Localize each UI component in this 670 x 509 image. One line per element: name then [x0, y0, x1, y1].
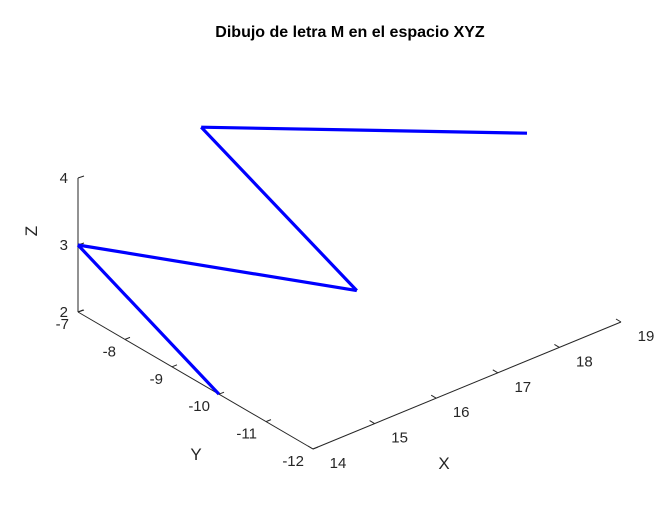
x-tick-mark: [492, 369, 499, 374]
series-segment: [200, 126, 358, 292]
y-tick-label: -7: [56, 316, 69, 333]
x-tick-label: 17: [514, 379, 531, 396]
y-tick-mark: [171, 364, 178, 368]
x-axis-line: [312, 321, 622, 450]
y-axis-line: [77, 311, 314, 450]
series-segment: [201, 125, 528, 135]
y-tick-label: -8: [103, 343, 116, 360]
x-tick-mark: [615, 318, 622, 323]
series-segment: [76, 243, 221, 396]
y-tick-label: -9: [150, 371, 163, 388]
x-axis-label: X: [438, 454, 449, 473]
z-axis-label: Z: [22, 226, 41, 236]
y-axis-label: Y: [190, 445, 201, 464]
y-tick-mark: [218, 391, 225, 395]
x-tick-label: 15: [391, 430, 408, 447]
x-tick-mark: [430, 394, 437, 399]
y-tick-label: -12: [282, 453, 304, 470]
axes-layer: 14 15 16 17 18 19 -12 -11 -10 -9 -8 -72 3 4: [56, 170, 655, 472]
x-tick-label: 16: [453, 404, 470, 421]
x-tick-label: 14: [330, 455, 347, 472]
z-tick-mark: [77, 175, 85, 179]
z-tick-label: 4: [60, 170, 68, 187]
y-tick-mark: [265, 419, 272, 423]
series-segment: [77, 243, 358, 293]
y-tick-label: -11: [236, 426, 257, 443]
chart-title: Dibujo de letra M en el espacio XYZ: [215, 24, 485, 41]
y-tick-mark: [312, 446, 319, 450]
x-tick-label: 18: [576, 353, 593, 370]
x-tick-mark: [369, 420, 375, 425]
x-tick-label: 19: [638, 328, 655, 345]
y-tick-mark: [124, 336, 131, 340]
data-layer: [76, 125, 528, 396]
x-tick-mark: [307, 445, 314, 450]
y-tick-label: -10: [188, 398, 210, 415]
z-tick-label: 3: [60, 237, 68, 254]
z-tick-label: 2: [60, 304, 68, 321]
x-tick-mark: [554, 343, 560, 348]
z-tick-mark: [77, 309, 85, 313]
